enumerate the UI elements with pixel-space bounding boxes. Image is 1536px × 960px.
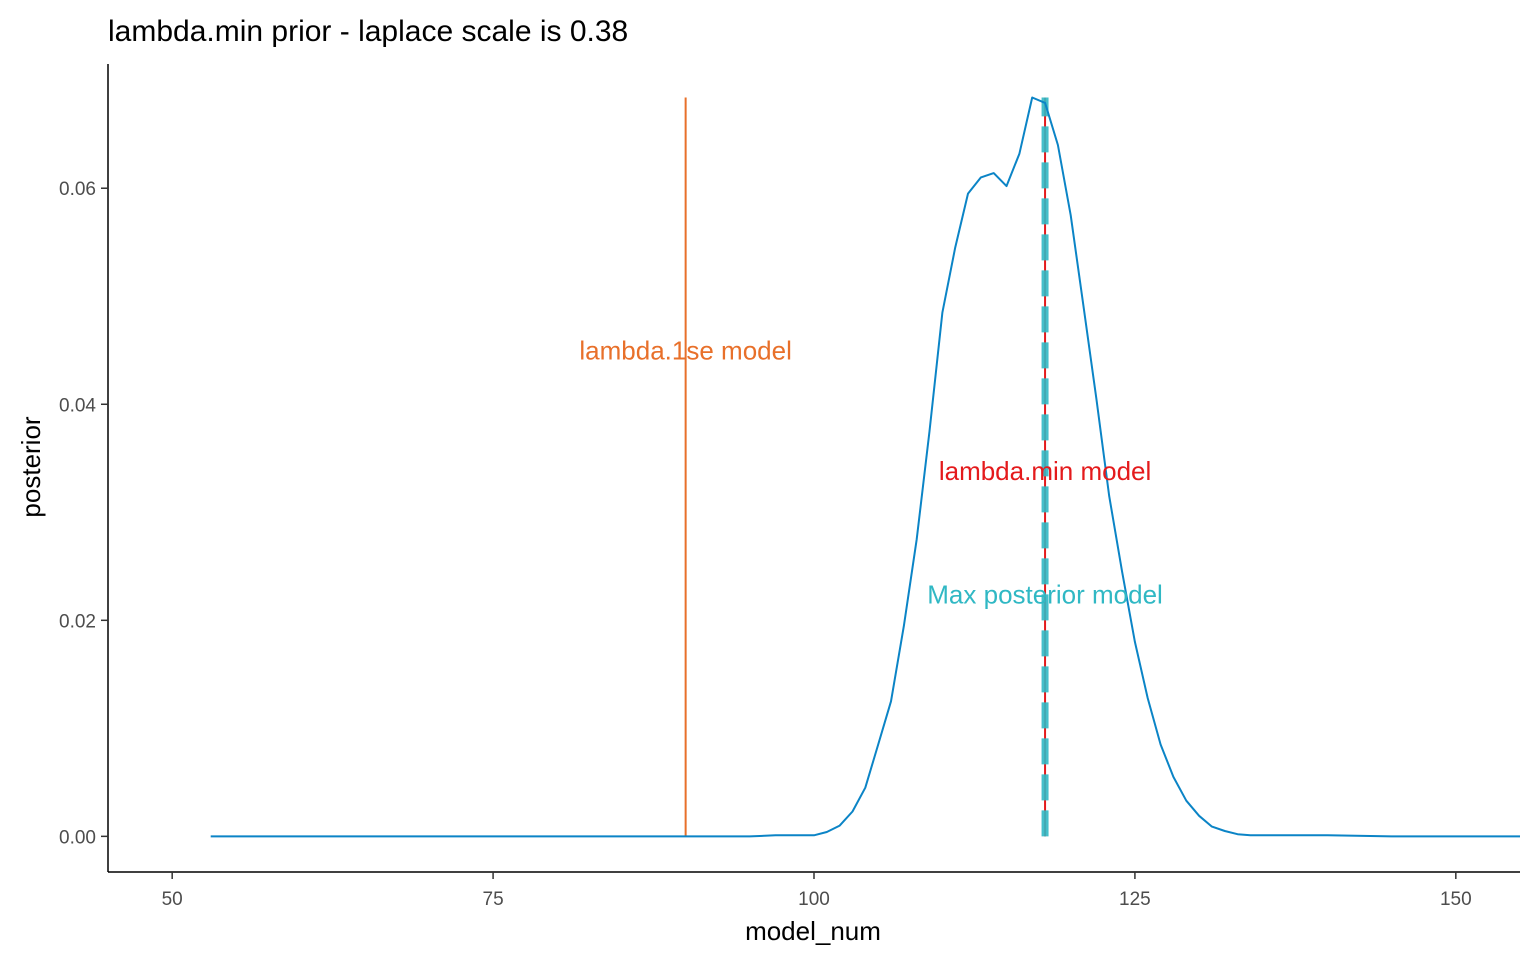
y-tick-label-2: 0.02: [59, 611, 96, 632]
y-tick-label-1: 0.00: [59, 827, 96, 848]
annotation-label-2: lambda.min model: [939, 456, 1151, 486]
plot-area: lambda.1se model lambda.min model Max post…: [59, 64, 1520, 910]
series-line-1: [210, 96, 1520, 838]
x-tick-label-1: 50: [162, 889, 183, 910]
x-axis-title: model_num: [745, 916, 881, 946]
plot-panel: [210, 96, 1520, 838]
chart-title: lambda.min prior - laplace scale is 0.38: [108, 15, 628, 48]
annotation-label-3: Max posterior model: [927, 579, 1163, 609]
x-tick-label-2: 75: [483, 889, 504, 910]
x-tick-label-4: 125: [1119, 889, 1151, 910]
y-axis-title: posterior: [16, 416, 46, 517]
annotation-label-1: lambda.1se model: [579, 335, 791, 365]
x-tick-label-3: 100: [798, 889, 830, 910]
x-tick-label-5: 150: [1440, 889, 1472, 910]
y-tick-label-3: 0.04: [59, 395, 96, 416]
y-tick-label-4: 0.06: [59, 179, 96, 200]
